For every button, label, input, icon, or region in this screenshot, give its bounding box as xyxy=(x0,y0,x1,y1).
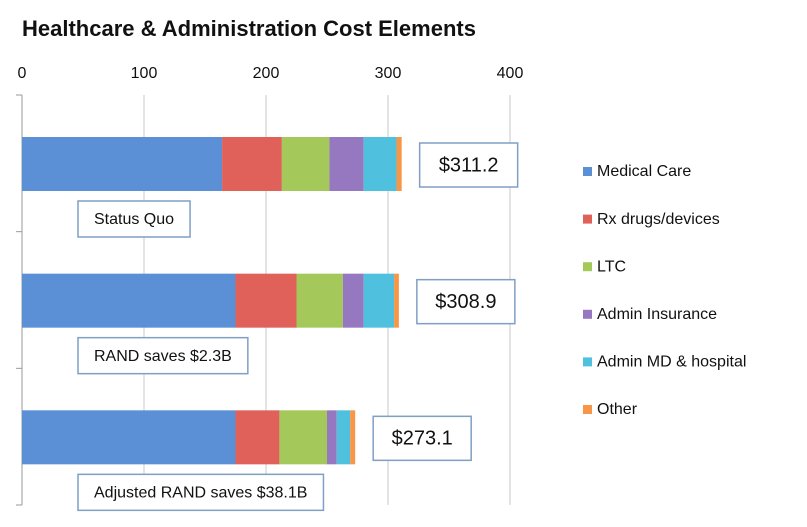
category-label: RAND saves $2.3B xyxy=(94,348,232,365)
category-box xyxy=(77,473,325,512)
bar-segment xyxy=(222,137,282,191)
legend-swatch xyxy=(583,214,592,224)
bar-segment xyxy=(336,410,351,465)
bar-segment xyxy=(363,273,395,328)
bar-segment xyxy=(235,410,280,465)
total-box xyxy=(416,278,516,325)
legend-label: Admin Insurance xyxy=(597,306,717,323)
bar-segment xyxy=(350,410,356,465)
legend-label: Admin MD & hospital xyxy=(597,354,746,371)
x-tick-label: 100 xyxy=(131,65,158,82)
legend-label: Rx drugs/devices xyxy=(597,211,720,228)
bar-segment xyxy=(235,273,297,328)
legend-swatch xyxy=(583,309,592,319)
legend-swatch xyxy=(583,262,592,272)
bar-segment xyxy=(22,137,223,191)
legend-label: Other xyxy=(597,401,638,418)
x-tick-label: 400 xyxy=(497,65,524,82)
x-tick-label: 300 xyxy=(375,65,402,82)
legend-label: LTC xyxy=(597,258,626,275)
total-label: $273.1 xyxy=(392,428,453,450)
bar-segment xyxy=(22,410,236,465)
total-box xyxy=(418,142,519,188)
bar-segment xyxy=(327,410,337,465)
bar-segment xyxy=(296,273,343,328)
bar-segment xyxy=(22,273,236,328)
legend-label: Medical Care xyxy=(597,163,691,180)
total-box xyxy=(372,415,472,462)
x-tick-label: 0 xyxy=(18,65,27,82)
category-label: Adjusted RAND saves $38.1B xyxy=(94,485,307,502)
category-label: Status Quo xyxy=(94,211,174,228)
bar-segment xyxy=(342,273,364,328)
legend-swatch xyxy=(583,357,592,367)
bar-segment xyxy=(279,410,327,465)
total-label: $311.2 xyxy=(439,154,499,176)
bar-segment xyxy=(329,137,364,191)
category-box xyxy=(77,336,249,375)
category-box xyxy=(77,200,191,238)
bar-segment xyxy=(396,137,402,191)
legend-swatch xyxy=(583,405,592,414)
x-tick-label: 200 xyxy=(253,65,280,82)
bar-segment xyxy=(394,273,399,328)
legend-swatch xyxy=(583,167,592,176)
chart-title: Healthcare & Administration Cost Element… xyxy=(22,16,476,41)
bar-segment xyxy=(281,137,330,191)
total-label: $308.9 xyxy=(435,291,496,313)
bar-segment xyxy=(363,137,397,191)
